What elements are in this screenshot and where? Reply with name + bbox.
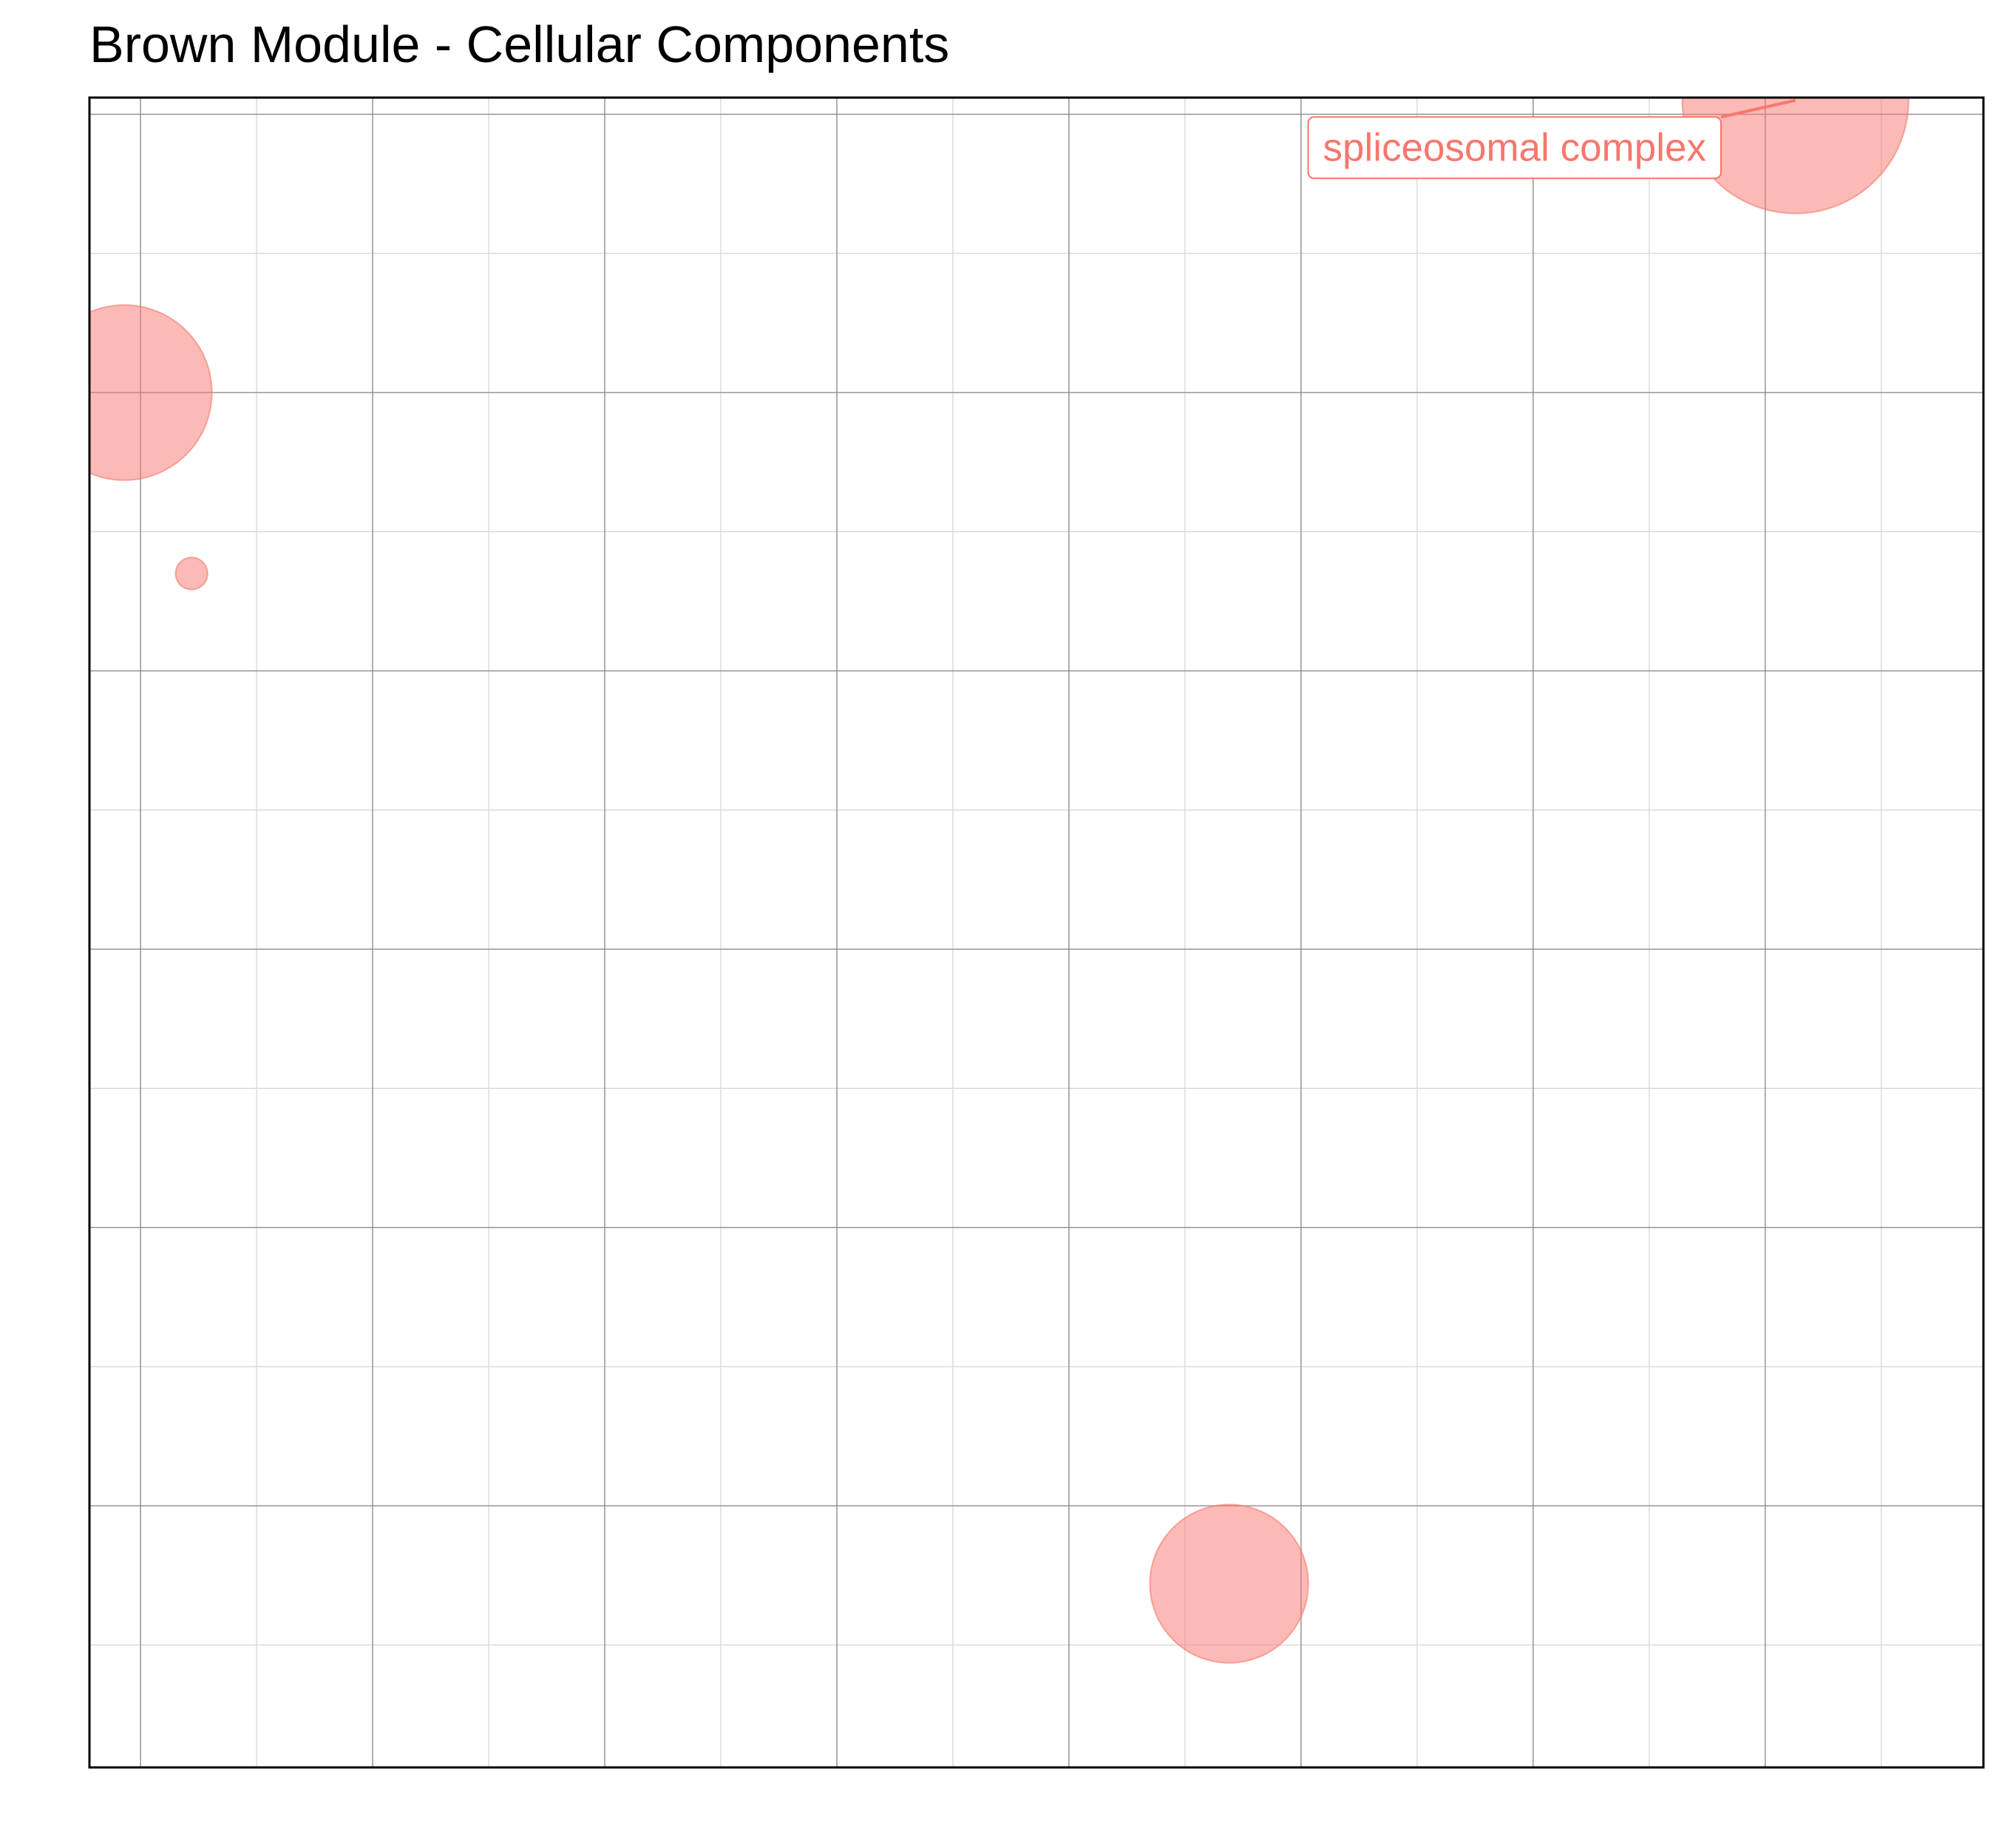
minor-gridlines <box>89 98 1983 1767</box>
panel-border <box>88 96 1985 1769</box>
data-point <box>1681 98 1910 214</box>
point-label-text: spliceosomal complex <box>1323 126 1706 169</box>
label-box <box>1307 116 1722 180</box>
data-labels: spliceosomal complex <box>1307 98 1796 180</box>
label-leader-line <box>1720 98 1796 119</box>
data-point <box>1149 1504 1309 1664</box>
major-gridlines <box>89 98 1983 1767</box>
data-point <box>89 304 213 481</box>
chart-title: Brown Module - Cellular Components <box>89 16 950 73</box>
point-label: spliceosomal complex <box>1307 98 1796 180</box>
data-points <box>89 98 1910 1664</box>
data-point <box>174 557 208 591</box>
